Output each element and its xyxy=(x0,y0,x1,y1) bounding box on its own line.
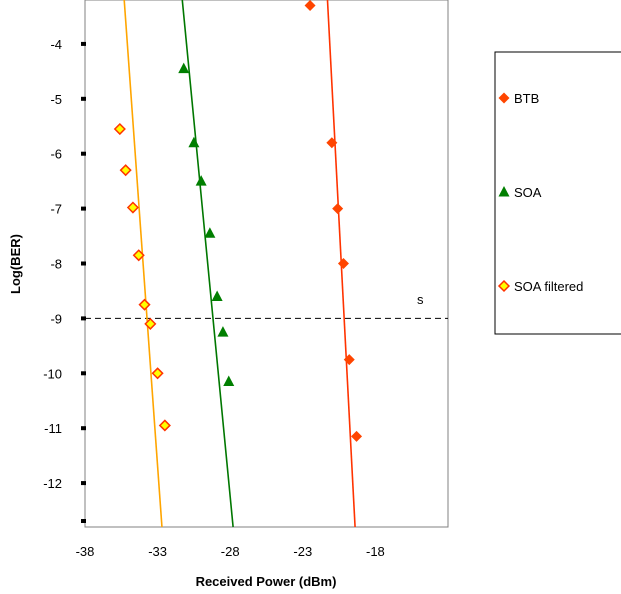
data-point xyxy=(337,258,349,269)
y-tick-label: -5 xyxy=(50,92,62,107)
x-tick-label: -18 xyxy=(366,544,385,559)
legend-label: SOA filtered xyxy=(514,279,583,294)
y-axis-tick-labels: -4 -5 -6 -7 -8 -9 -10 -11 -12 xyxy=(43,37,62,491)
y-tick-label: -7 xyxy=(50,202,62,217)
data-point xyxy=(223,375,235,387)
legend-marker xyxy=(498,186,510,197)
y-tick-label: -10 xyxy=(43,366,62,381)
data-point xyxy=(195,175,207,186)
data-point xyxy=(113,122,126,136)
y-tick-label: -4 xyxy=(50,37,62,52)
x-axis-title: Received Power (dBm) xyxy=(196,574,337,589)
y-tick-mark xyxy=(81,206,86,211)
data-point xyxy=(332,203,344,215)
y-tick-mark xyxy=(81,371,86,376)
legend-items: BTB SOA SOA filtered xyxy=(497,91,583,294)
y-tick-label: -6 xyxy=(50,147,62,162)
fit-line xyxy=(123,0,163,528)
x-tick-label: -23 xyxy=(293,544,312,559)
y-tick-mark xyxy=(81,316,86,321)
data-point xyxy=(144,317,157,330)
annotation-text: s xyxy=(417,292,424,307)
data-point xyxy=(211,290,223,301)
data-point xyxy=(188,136,200,148)
data-point xyxy=(326,137,338,149)
y-tick-label: -11 xyxy=(44,421,62,436)
data-point xyxy=(343,354,355,366)
x-tick-label: -38 xyxy=(76,544,95,559)
y-tick-label: -12 xyxy=(43,476,62,491)
legend-label: BTB xyxy=(514,91,539,106)
y-axis-title: Log(BER) xyxy=(8,234,23,294)
y-tick-mark xyxy=(81,519,86,523)
data-point xyxy=(217,326,229,337)
data-point xyxy=(351,430,363,442)
y-tick-marks xyxy=(81,41,86,523)
plot-frame xyxy=(84,0,449,528)
legend: BTB SOA SOA filtered xyxy=(494,51,621,335)
data-point xyxy=(304,0,316,11)
markers xyxy=(113,0,363,442)
legend-marker xyxy=(497,279,511,293)
x-tick-label: -33 xyxy=(148,544,167,559)
data-point xyxy=(178,62,190,74)
legend-label: SOA xyxy=(514,185,542,200)
y-tick-mark xyxy=(81,426,86,431)
y-tick-mark xyxy=(81,261,86,266)
y-tick-label: -9 xyxy=(50,311,62,326)
data-point xyxy=(138,298,151,311)
y-tick-label: -8 xyxy=(50,257,62,272)
data-point xyxy=(126,201,139,214)
plot-area xyxy=(81,0,449,528)
data-point xyxy=(151,367,164,380)
data-point xyxy=(204,227,216,238)
legend-box xyxy=(494,51,621,335)
y-tick-mark xyxy=(81,41,86,46)
x-axis-tick-labels: -38 -33 -28 -23 -18 xyxy=(76,544,385,559)
x-tick-label: -28 xyxy=(221,544,240,559)
data-point xyxy=(119,164,132,177)
data-point xyxy=(158,419,171,432)
legend-marker xyxy=(498,92,510,104)
y-tick-mark xyxy=(81,96,86,101)
data-point xyxy=(132,249,145,262)
fit-line xyxy=(181,0,234,528)
y-tick-mark xyxy=(81,481,86,486)
y-tick-mark xyxy=(81,151,86,156)
